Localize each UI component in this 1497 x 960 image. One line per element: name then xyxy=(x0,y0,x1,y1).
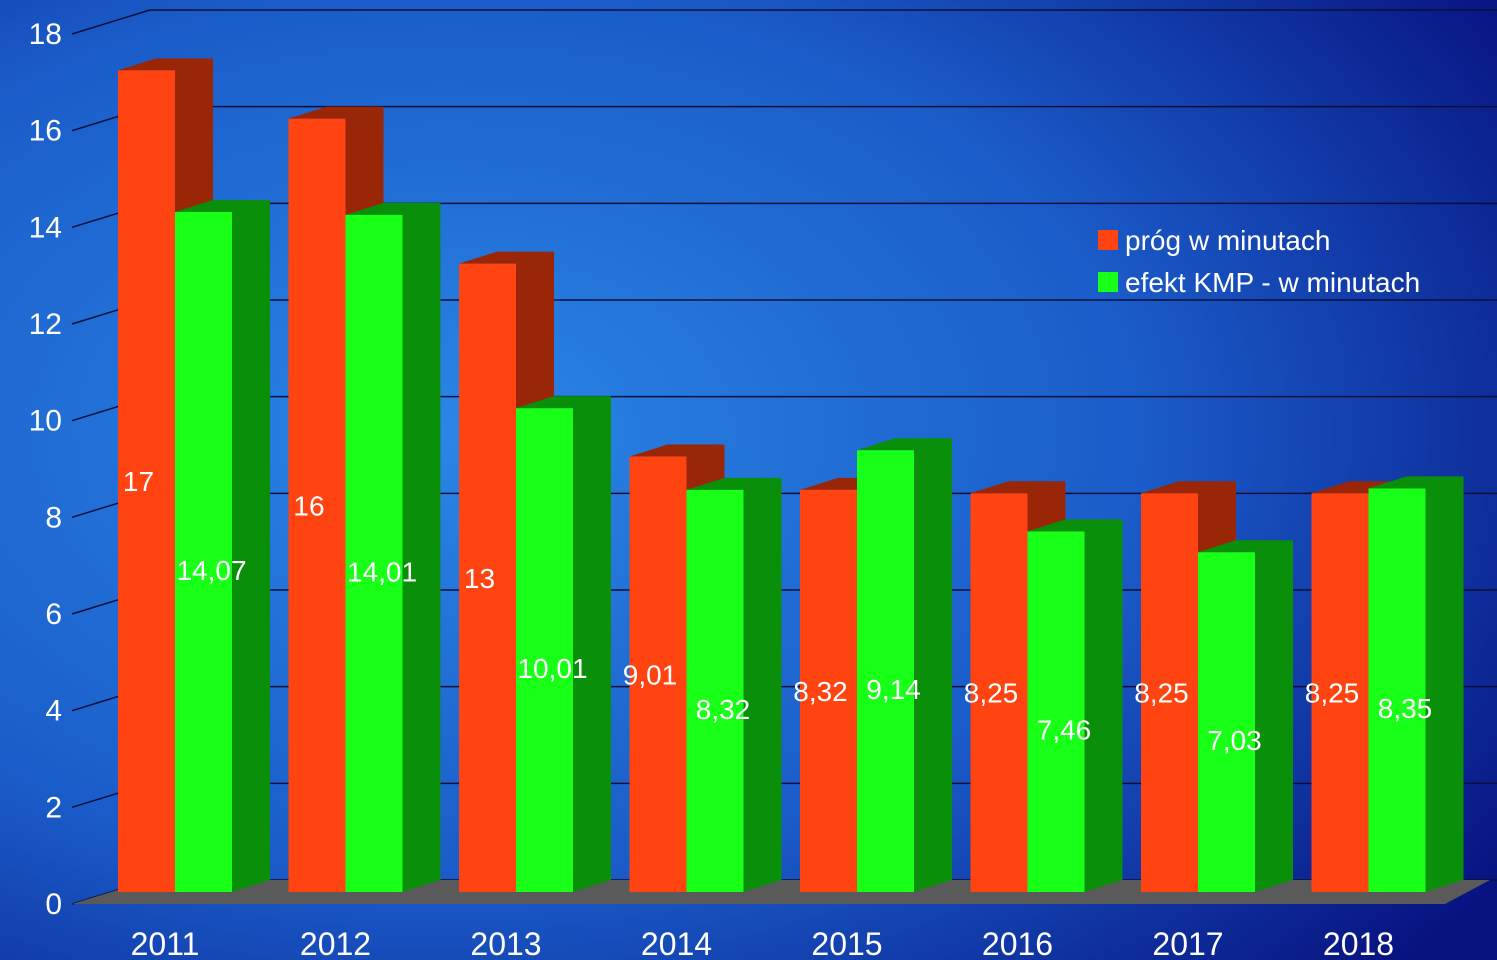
bar xyxy=(118,70,175,893)
x-tick-label: 2014 xyxy=(641,926,712,960)
x-tick-label: 2018 xyxy=(1323,926,1394,960)
x-tick-label: 2011 xyxy=(131,926,200,960)
bar-top xyxy=(1198,540,1293,553)
bar xyxy=(629,456,687,892)
data-label: 17 xyxy=(123,466,154,497)
bar xyxy=(288,118,346,892)
bar-top xyxy=(857,438,952,451)
data-label: 8,25 xyxy=(1134,678,1189,709)
y-tick-label: 18 xyxy=(29,18,62,51)
data-label: 8,32 xyxy=(793,676,848,707)
bar-top xyxy=(1368,476,1464,489)
y-tick-label: 0 xyxy=(45,888,62,921)
bar xyxy=(857,450,914,892)
y-tick-label: 6 xyxy=(45,598,62,631)
data-label: 9,01 xyxy=(623,659,678,690)
bar-top xyxy=(1027,519,1123,532)
bar-top xyxy=(345,202,441,215)
y-tick-label: 4 xyxy=(45,695,62,728)
x-tick-label: 2015 xyxy=(811,926,882,960)
x-tick-label: 2013 xyxy=(470,926,541,960)
bar xyxy=(516,408,573,892)
bar xyxy=(1311,493,1369,892)
bar xyxy=(970,493,1028,892)
y-tick-label: 12 xyxy=(29,308,62,341)
bar-side xyxy=(1255,540,1293,892)
bar-side xyxy=(573,396,611,892)
data-label: 7,46 xyxy=(1037,715,1092,746)
bar xyxy=(800,489,857,892)
legend-label: próg w minutach xyxy=(1125,225,1330,256)
bar-top xyxy=(288,106,384,119)
data-label: 8,35 xyxy=(1378,693,1433,724)
bar-top xyxy=(516,396,611,409)
bar xyxy=(1368,488,1426,892)
bar xyxy=(1198,552,1255,892)
bar-side xyxy=(232,199,270,892)
bar-side xyxy=(914,438,952,892)
y-tick-label: 2 xyxy=(45,791,62,824)
bar-side xyxy=(1425,476,1464,892)
legend-label: efekt KMP - w minutach xyxy=(1125,267,1420,298)
bar-top xyxy=(1141,481,1236,494)
x-tick-label: 2017 xyxy=(1152,926,1223,960)
bar-top xyxy=(686,477,782,490)
legend-swatch xyxy=(1098,230,1118,250)
bar xyxy=(345,214,403,893)
data-label: 9,14 xyxy=(866,674,921,705)
bar xyxy=(175,211,232,892)
bar-top xyxy=(629,444,725,457)
data-label: 8,32 xyxy=(696,694,751,725)
data-label: 14,07 xyxy=(176,555,246,586)
data-label: 8,25 xyxy=(1305,678,1360,709)
side-wall-line xyxy=(71,9,151,35)
y-tick-label: 10 xyxy=(29,405,62,438)
bar xyxy=(459,263,516,893)
bar xyxy=(1027,531,1085,892)
y-tick-label: 8 xyxy=(45,501,62,534)
bar-top xyxy=(459,251,554,264)
data-label: 7,03 xyxy=(1207,725,1262,756)
bar xyxy=(1141,493,1198,892)
data-label: 14,01 xyxy=(347,556,417,587)
bar-top xyxy=(970,481,1066,494)
bar xyxy=(686,489,744,892)
bar-side xyxy=(1084,519,1123,892)
y-tick-label: 14 xyxy=(29,211,62,244)
y-tick-label: 16 xyxy=(29,115,62,148)
x-tick-label: 2016 xyxy=(982,926,1053,960)
data-label: 13 xyxy=(464,563,495,594)
data-label: 10,01 xyxy=(517,653,587,684)
chart-floor xyxy=(72,880,1490,904)
x-tick-label: 2012 xyxy=(300,926,371,960)
bar-top xyxy=(118,58,213,71)
bar-side xyxy=(402,202,441,893)
bar-side xyxy=(743,477,782,892)
data-label: 16 xyxy=(293,490,324,521)
data-label: 8,25 xyxy=(964,678,1019,709)
legend-swatch xyxy=(1098,272,1118,292)
bar-top xyxy=(175,199,270,212)
